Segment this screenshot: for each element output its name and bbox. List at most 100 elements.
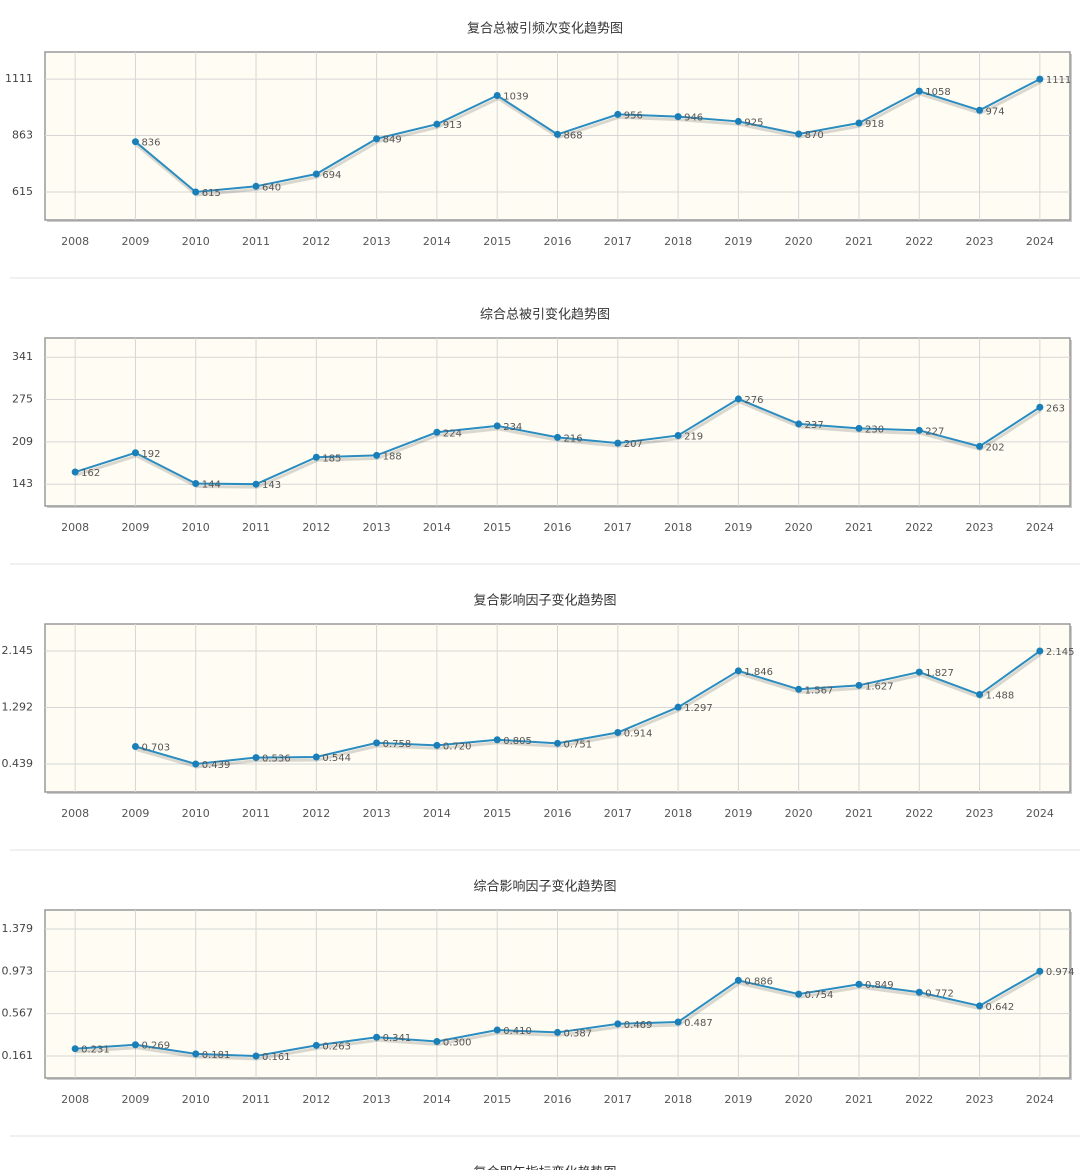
point — [915, 87, 923, 95]
point — [614, 439, 622, 447]
x-tick-label: 2021 — [845, 521, 873, 534]
point — [674, 1018, 682, 1026]
x-tick-label: 2017 — [604, 1093, 632, 1106]
x-tick-label: 2014 — [423, 807, 451, 820]
data-label: 1.488 — [986, 691, 1015, 702]
point — [433, 428, 441, 436]
x-tick-label: 2013 — [363, 1093, 391, 1106]
data-label: 0.181 — [202, 1050, 231, 1061]
point — [493, 1026, 501, 1034]
data-label: 0.703 — [141, 743, 170, 754]
x-tick-label: 2024 — [1026, 235, 1054, 248]
point — [192, 1050, 200, 1058]
x-tick-label: 2019 — [724, 807, 752, 820]
point — [312, 753, 320, 761]
data-label: 0.341 — [383, 1033, 412, 1044]
x-tick-label: 2022 — [905, 521, 933, 534]
y-tick-label: 1.292 — [2, 701, 34, 714]
point — [71, 468, 79, 476]
data-label: 0.410 — [503, 1026, 532, 1037]
data-label: 0.914 — [624, 729, 653, 740]
x-tick-label: 2012 — [302, 235, 330, 248]
x-tick-label: 2020 — [785, 521, 813, 534]
x-tick-label: 2013 — [363, 807, 391, 820]
point — [131, 138, 139, 146]
data-label: 219 — [684, 431, 703, 442]
line-shadow — [135, 80, 1042, 197]
data-label: 0.263 — [322, 1041, 351, 1052]
point — [915, 426, 923, 434]
point — [976, 691, 984, 699]
point — [554, 130, 561, 138]
x-tick-label: 2008 — [61, 1093, 89, 1106]
data-label: 0.161 — [262, 1052, 291, 1063]
x-tick-label: 2009 — [121, 521, 149, 534]
point — [734, 117, 742, 125]
data-label: 185 — [322, 453, 341, 464]
point — [795, 990, 803, 998]
y-tick-label: 275 — [12, 393, 33, 406]
y-tick-label: 1.379 — [2, 922, 34, 935]
point — [674, 703, 682, 711]
x-tick-label: 2015 — [483, 521, 511, 534]
point — [795, 420, 803, 428]
point — [433, 741, 441, 749]
point — [855, 980, 863, 988]
data-label: 913 — [443, 120, 462, 131]
point — [373, 135, 381, 143]
data-label: 694 — [322, 170, 341, 181]
data-label: 1111 — [1046, 75, 1071, 86]
x-tick-label: 2017 — [604, 807, 632, 820]
point — [614, 110, 622, 118]
x-tick-label: 2021 — [845, 235, 873, 248]
y-tick-label: 341 — [12, 350, 33, 363]
x-tick-label: 2011 — [242, 807, 270, 820]
point — [373, 451, 381, 459]
x-tick-label: 2009 — [121, 1093, 149, 1106]
data-label: 1.627 — [865, 681, 894, 692]
data-label: 0.469 — [624, 1020, 653, 1031]
point — [433, 1038, 441, 1046]
point — [252, 480, 260, 488]
data-label: 0.269 — [141, 1041, 170, 1052]
x-tick-label: 2018 — [664, 1093, 692, 1106]
x-tick-label: 2014 — [423, 521, 451, 534]
x-tick-label: 2023 — [966, 235, 994, 248]
series-line — [135, 650, 1041, 766]
x-tick-label: 2010 — [182, 235, 210, 248]
chart-title: 综合影响因子变化趋势图 — [473, 879, 616, 895]
x-tick-label: 2013 — [363, 235, 391, 248]
point — [433, 120, 441, 128]
point — [795, 130, 803, 138]
point — [976, 106, 984, 114]
point — [1036, 647, 1044, 655]
point — [855, 424, 863, 432]
x-tick-label: 2015 — [483, 807, 511, 820]
x-tick-label: 2018 — [664, 235, 692, 248]
series-line — [134, 78, 1041, 194]
data-label: 0.387 — [564, 1028, 593, 1039]
point — [192, 480, 200, 488]
data-label: 234 — [503, 422, 522, 433]
x-tick-label: 2020 — [785, 1093, 813, 1106]
y-tick-label: 0.973 — [2, 964, 34, 977]
data-label: 0.536 — [262, 754, 291, 765]
x-tick-label: 2011 — [242, 1093, 270, 1106]
x-tick-label: 2008 — [61, 807, 89, 820]
x-tick-label: 2012 — [302, 521, 330, 534]
data-label: 849 — [383, 135, 402, 146]
point — [554, 739, 561, 747]
data-label: 144 — [202, 480, 221, 491]
x-tick-label: 2024 — [1026, 1093, 1054, 1106]
x-tick-label: 2010 — [182, 807, 210, 820]
data-label: 192 — [141, 449, 160, 460]
x-tick-label: 2017 — [604, 521, 632, 534]
y-tick-label: 0.161 — [2, 1049, 34, 1062]
data-label: 946 — [684, 113, 703, 124]
y-tick-label: 209 — [12, 435, 33, 448]
point — [976, 1002, 984, 1010]
data-label: 0.849 — [865, 980, 894, 991]
y-tick-label: 1111 — [5, 72, 33, 85]
point — [734, 395, 742, 403]
